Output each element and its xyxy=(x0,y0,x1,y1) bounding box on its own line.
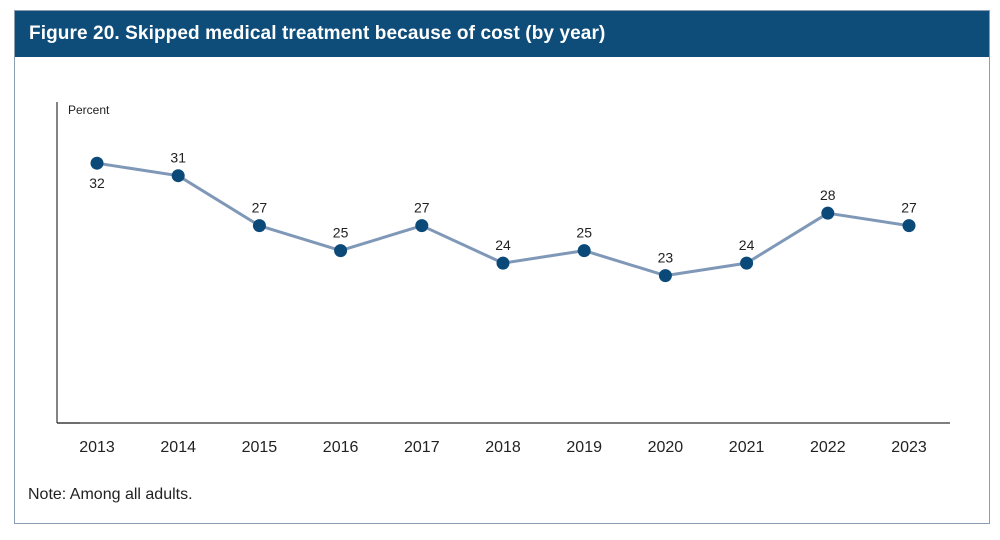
x-tick-label: 2020 xyxy=(648,439,684,456)
x-tick-label: 2016 xyxy=(323,439,359,456)
x-tick-label: 2022 xyxy=(810,439,846,456)
x-tick-label: 2015 xyxy=(242,439,278,456)
data-point xyxy=(496,256,510,270)
x-tick-label: 2021 xyxy=(729,439,765,456)
data-point xyxy=(902,219,916,233)
data-point xyxy=(171,169,185,183)
x-tick-label: 2019 xyxy=(566,439,602,456)
data-label: 27 xyxy=(414,200,430,216)
data-point xyxy=(252,219,266,233)
data-label: 32 xyxy=(89,175,105,191)
x-tick-label: 2017 xyxy=(404,439,440,456)
data-label: 24 xyxy=(495,237,511,253)
x-tick-label: 2014 xyxy=(160,439,196,456)
figure-frame: Figure 20. Skipped medical treatment bec… xyxy=(14,10,990,524)
figure-title: Figure 20. Skipped medical treatment bec… xyxy=(29,23,606,44)
data-label: 25 xyxy=(333,225,349,241)
data-label: 25 xyxy=(576,225,592,241)
data-label: 31 xyxy=(170,150,186,166)
data-point xyxy=(658,269,672,283)
data-point xyxy=(334,244,348,258)
data-point xyxy=(415,219,429,233)
data-point xyxy=(577,244,591,258)
chart-marks: 32 31 27 25 27 24 25 23 24 28 27 2013 2014 2015 2016 20… xyxy=(79,150,927,456)
x-tick-label: 2013 xyxy=(79,439,115,456)
y-axis-label: Percent xyxy=(68,103,110,117)
data-label: 28 xyxy=(820,187,836,203)
data-point xyxy=(90,156,104,170)
x-tick-label: 2023 xyxy=(891,439,927,456)
data-label: 24 xyxy=(739,237,755,253)
figure-header: Figure 20. Skipped medical treatment bec… xyxy=(15,11,989,57)
data-label: 27 xyxy=(252,200,268,216)
data-point xyxy=(821,206,835,220)
x-tick-label: 2018 xyxy=(485,439,521,456)
data-label: 23 xyxy=(658,250,674,266)
figure-note: Note: Among all adults. xyxy=(28,486,193,503)
data-point xyxy=(740,256,754,270)
data-label: 27 xyxy=(901,200,917,216)
